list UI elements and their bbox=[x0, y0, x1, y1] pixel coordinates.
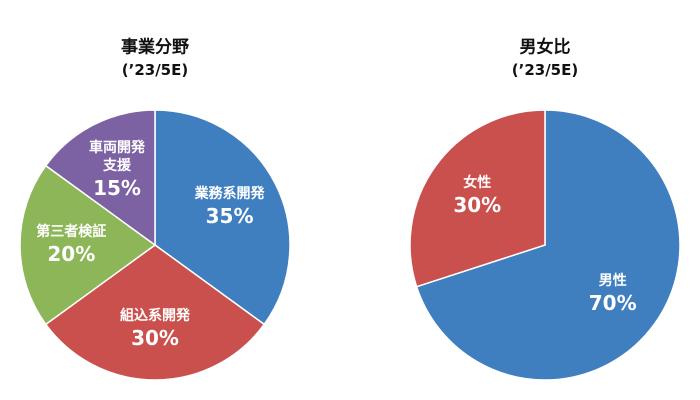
pie-slice bbox=[19, 164, 157, 326]
value-label: 20% bbox=[47, 242, 96, 266]
category-label: 第三者検証 bbox=[36, 224, 107, 240]
slice-label: 男性 70% bbox=[589, 272, 637, 316]
slice-label: 組込系開発 30% bbox=[120, 307, 190, 351]
chart-title: 男女比 bbox=[519, 37, 571, 58]
pie-slice bbox=[44, 109, 156, 247]
chart-title: 事業分野 bbox=[121, 37, 189, 58]
value-label: 30% bbox=[131, 325, 179, 350]
value-label: 30% bbox=[453, 192, 502, 217]
pie-slice bbox=[415, 109, 681, 381]
category-label: 組込系開発 bbox=[120, 307, 190, 324]
value-label: 35% bbox=[205, 204, 254, 228]
slice-label: 車両開発 支援 15% bbox=[89, 139, 145, 201]
value-label: 70% bbox=[588, 291, 637, 316]
category-label: 業務系開発 bbox=[194, 186, 265, 202]
chart-subtitle: (’23/5E) bbox=[121, 61, 189, 79]
category-label: 車両開発 支援 bbox=[89, 140, 145, 175]
slice-label: 業務系開発 35% bbox=[195, 185, 265, 229]
value-label: 15% bbox=[93, 176, 141, 201]
pie-slice bbox=[409, 109, 546, 288]
category-label: 女性 bbox=[463, 174, 492, 191]
pie-slice bbox=[44, 244, 266, 381]
slice-label: 女性 30% bbox=[453, 174, 501, 218]
chart-subtitle: (’23/5E) bbox=[511, 61, 579, 79]
slice-label: 第三者検証 20% bbox=[36, 223, 106, 267]
category-label: 男性 bbox=[598, 273, 627, 290]
pie-slice bbox=[154, 109, 291, 326]
